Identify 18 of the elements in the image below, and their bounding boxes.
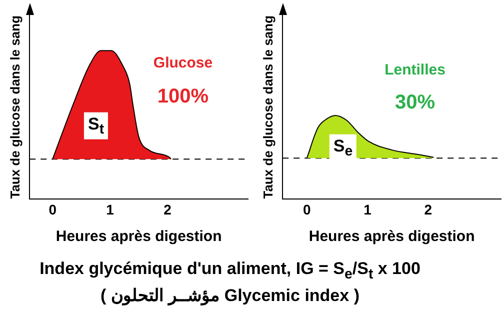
text: ( مؤشــر التحلون Glycemic index ) (100, 285, 360, 308)
x-tick-label: 1 (106, 201, 114, 218)
x-tick-label: 0 (48, 201, 57, 218)
y-axis-title: Taux de glucose dans le sang (7, 15, 22, 199)
x-axis-title: Heures après digestion (308, 228, 475, 246)
annotation: S$_{e}$ (329, 134, 357, 162)
text: Index glycémique d'un aliment, IG = S$_{e}$/S$_{t}$ x 100 (38, 258, 422, 284)
x-tick-label: 1 (364, 201, 372, 218)
annotation: Glucose (153, 54, 213, 72)
annotation: S$_{t}$ (84, 112, 108, 140)
x-tick-label: 0 (302, 201, 311, 218)
x-tick-label: 2 (164, 201, 172, 218)
text: 30% (394, 92, 436, 114)
annotation: 100% (157, 86, 209, 108)
x-tick-label: 2 (424, 201, 432, 218)
y-axis-title: Taux de glucose dans le sang (260, 15, 276, 199)
text: Lentilles (384, 62, 446, 78)
x-axis-title: Heures après digestion (56, 228, 222, 246)
